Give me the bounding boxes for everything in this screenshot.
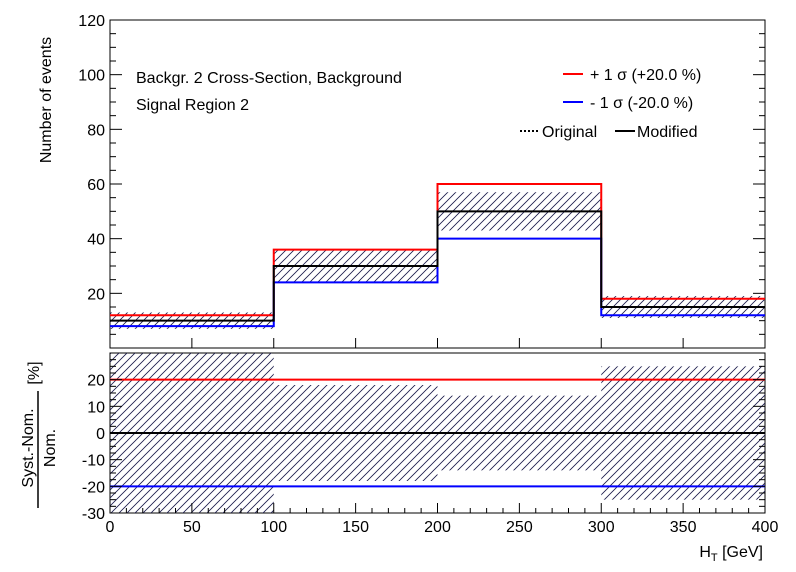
x-axis-label-main: H: [699, 544, 711, 561]
ratio-ylabel-unit: [%]: [26, 361, 43, 384]
x-axis-label: HT [GeV]: [699, 544, 763, 564]
main-series-modified-line: [110, 210, 765, 322]
legend-label-modified: Modified: [637, 124, 697, 141]
ratio-y-tick-label: 20: [87, 373, 105, 390]
x-tick-label: 300: [588, 519, 615, 536]
ratio-y-tick-label: -20: [82, 479, 105, 496]
legend-label-plus: + 1 σ (+20.0 %): [590, 67, 701, 84]
x-axis-label-subscript: T: [711, 552, 718, 564]
x-tick-label: 150: [342, 519, 369, 536]
x-tick-label: 350: [670, 519, 697, 536]
main-y-tick-label: 40: [87, 232, 105, 249]
annotation-line-2: Signal Region 2: [136, 97, 249, 114]
main-y-tick-label: 120: [78, 13, 105, 30]
x-axis-label-unit: [GeV]: [718, 544, 763, 561]
legend: + 1 σ (+20.0 %) - 1 σ (-20.0 %) Original…: [520, 67, 701, 141]
x-tick-label: 400: [752, 519, 779, 536]
x-tick-label: 50: [183, 519, 201, 536]
ratio-y-tick-label: -10: [82, 453, 105, 470]
main-panel: 20 40 60 80 100 120 Number of events Backgr. …: [38, 13, 766, 349]
x-tick-label: 200: [424, 519, 451, 536]
annotation-line-1: Backgr. 2 Cross-Section, Background: [136, 70, 402, 87]
ratio-ylabel-denominator: Nom.: [42, 429, 59, 467]
ratio-ylabel-numerator: Syst.-Nom.: [20, 408, 37, 487]
ratio-y-axis-label: Syst.-Nom. Nom. [%]: [20, 361, 59, 508]
legend-label-original: Original: [542, 124, 597, 141]
legend-label-minus: - 1 σ (-20.0 %): [590, 95, 693, 112]
ratio-y-tick-label: 0: [96, 426, 105, 443]
x-tick-label: 250: [506, 519, 533, 536]
main-y-tick-label: 100: [78, 68, 105, 85]
ratio-y-tick-label: -30: [82, 506, 105, 523]
main-y-tick-label: 80: [87, 122, 105, 139]
y-axis-label: Number of events: [38, 37, 55, 163]
main-y-tick-label: 60: [87, 177, 105, 194]
x-tick-label: 100: [260, 519, 287, 536]
x-tick-label: 0: [106, 519, 115, 536]
main-y-tick-label: 20: [87, 286, 105, 303]
ratio-y-tick-label: 10: [87, 399, 105, 416]
